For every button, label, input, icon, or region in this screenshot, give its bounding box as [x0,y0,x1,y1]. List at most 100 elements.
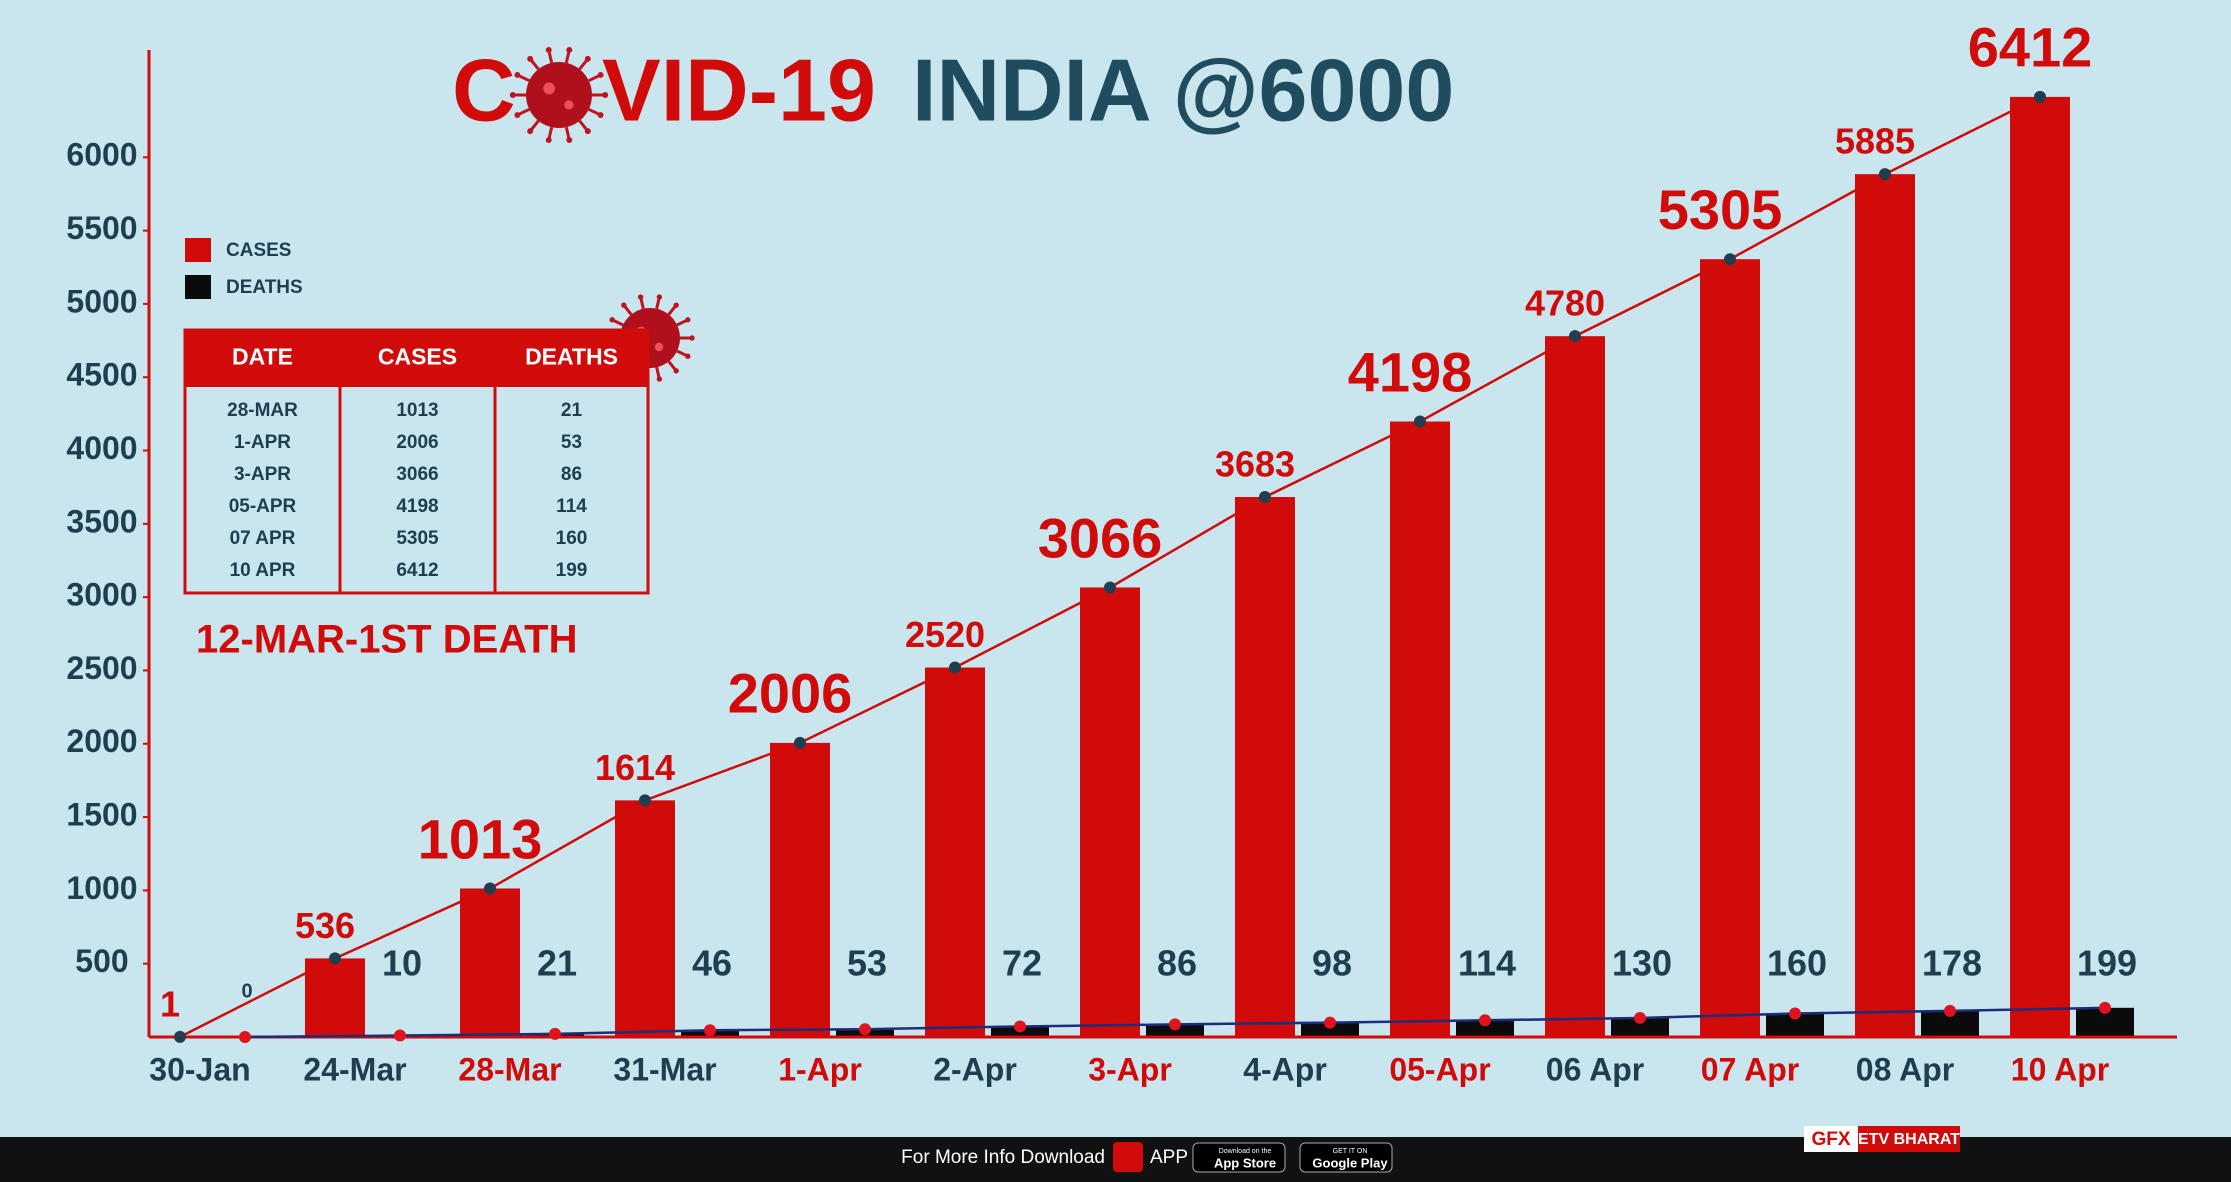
virus-spike-tip [609,317,615,323]
trend-dot [1724,253,1736,266]
virus-spike [588,74,600,83]
trend-dot [1014,1020,1026,1033]
virus-spike-tip [673,368,679,374]
virus-spike [655,366,661,378]
value-label: 1 [160,983,180,1024]
app-store-badge[interactable] [1192,1142,1286,1173]
table-cell: 1013 [396,400,438,421]
value-label: 5305 [1658,178,1783,241]
virus-spike [518,107,530,116]
value-label: 178 [1922,943,1982,984]
y-tick-label: 2500 [66,650,137,686]
trend-dot [794,736,806,749]
virus-spike-tip [656,376,663,382]
x-tick-label: 30-Jan [149,1051,250,1087]
trend-dot [949,661,961,674]
trend-dot [1479,1014,1491,1027]
x-tick-label: 05-Apr [1389,1051,1490,1087]
bar [1080,587,1140,1037]
virus-spike-tip [584,128,591,135]
virus-spike-tip [621,302,627,308]
table-cell: 3066 [396,464,438,485]
virus-spike-tip [545,137,552,144]
table-cell: 4198 [396,496,438,517]
google-play-badge[interactable] [1299,1142,1393,1173]
virus-spike [623,305,633,316]
table-cell: 21 [561,400,583,421]
trend-dot [1259,491,1271,504]
virus-spike [547,51,554,64]
virus-spike [530,119,540,131]
y-tick-label: 4500 [66,357,137,393]
virus-body [526,62,592,128]
trend-dot [639,794,651,807]
table-cell: 199 [556,560,588,581]
table-cell: 160 [556,528,588,549]
trend-dot [1414,415,1426,428]
y-tick-label: 5000 [66,283,137,319]
virus-spike [655,298,661,310]
trend-dot [2034,90,2046,103]
value-label: 1614 [595,747,675,788]
virus-spike-tip [685,317,691,323]
table-cell: 07 APR [230,528,296,549]
x-tick-label: 24-Mar [303,1051,406,1087]
y-tick-label: 6000 [66,137,137,173]
value-label: 4780 [1525,283,1605,324]
virus-spike [667,360,677,371]
table-cell: 5305 [396,528,439,549]
value-label: 98 [1312,943,1352,984]
trend-dot [1879,168,1891,181]
bar [1390,421,1450,1037]
table-header-cell: DEATHS [525,344,618,370]
footer-app: APP [1150,1147,1188,1168]
legend-swatch [185,238,211,262]
x-tick-label: 06 Apr [1546,1051,1644,1087]
virus-spike [676,319,688,327]
bar [1700,259,1760,1038]
y-tick-label: 500 [75,943,128,979]
table-cell: 2006 [396,432,438,453]
virus-spike-tip [566,137,573,144]
virus-dot [543,82,556,95]
app-logo [1113,1142,1143,1172]
table-cell: 114 [556,496,587,517]
virus-spike [588,107,600,116]
gfx-box [1804,1126,1858,1152]
virus-spike [564,51,571,64]
virus-spike-tip [545,46,552,53]
bar [460,888,520,1037]
x-tick-label: 07 Apr [1701,1051,1799,1087]
virus-spike [578,59,588,71]
value-label: 72 [1002,943,1042,984]
trend-dot [1944,1004,1956,1017]
virus-dot [564,100,574,110]
legend-label: CASES [226,240,291,261]
table-header-cell: CASES [378,344,457,370]
trend-dot [394,1029,406,1042]
y-tick-label: 1000 [66,870,137,906]
table-header-cell: DATE [232,344,293,370]
y-tick-label: 5500 [66,210,137,246]
x-tick-label: 3-Apr [1088,1051,1172,1087]
table-cell: 10 APR [230,560,296,581]
bar [1456,1020,1514,1037]
virus-spike-tip [602,92,609,98]
trend-dot [1324,1016,1336,1029]
virus-spike [676,349,688,357]
bar [1146,1024,1204,1037]
value-label: 3066 [1038,506,1163,569]
bar [1611,1017,1669,1037]
bar [925,667,985,1037]
bar [1855,174,1915,1037]
x-tick-label: 4-Apr [1243,1051,1327,1087]
trend-dot [549,1027,561,1040]
title-part: VID-19 [602,40,876,139]
value-label: 86 [1157,943,1197,984]
virus-spike-tip [514,112,521,119]
trend-dot [1789,1007,1801,1020]
title-part: C [452,40,516,139]
trend-dot [1634,1011,1646,1024]
x-tick-label: 10 Apr [2011,1051,2109,1087]
